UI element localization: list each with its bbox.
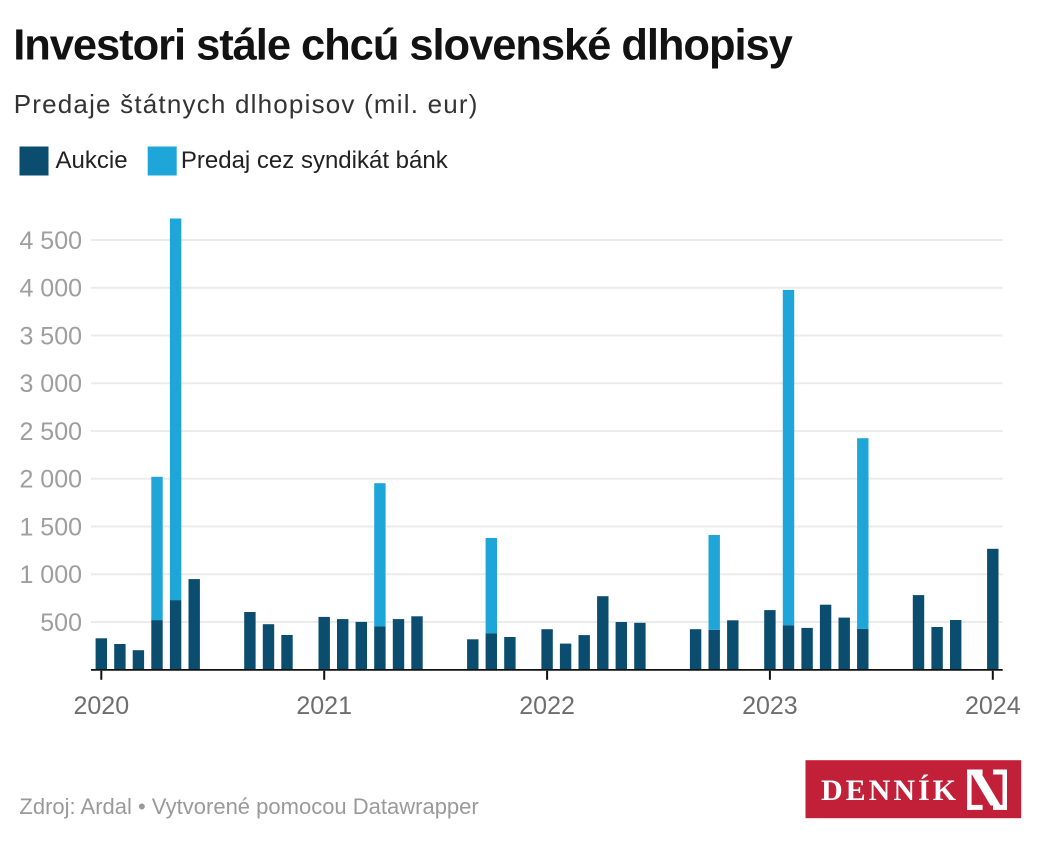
svg-text:Aukcie: Aukcie — [56, 147, 128, 174]
svg-text:3 500: 3 500 — [19, 322, 82, 350]
svg-text:3 000: 3 000 — [19, 370, 82, 398]
svg-text:Predaj cez syndikát bánk: Predaj cez syndikát bánk — [181, 147, 449, 174]
svg-text:2020: 2020 — [73, 692, 129, 720]
svg-text:4 500: 4 500 — [19, 227, 82, 255]
svg-text:2023: 2023 — [742, 692, 798, 720]
svg-text:2024: 2024 — [965, 692, 1021, 720]
svg-text:500: 500 — [40, 609, 82, 637]
svg-text:1 000: 1 000 — [19, 561, 82, 589]
svg-text:1 500: 1 500 — [19, 513, 82, 541]
svg-text:2 000: 2 000 — [19, 466, 82, 494]
svg-text:Predaje štátnych dlhopisov (mi: Predaje štátnych dlhopisov (mil. eur) — [14, 89, 479, 119]
svg-text:Investori stále chcú slovenské: Investori stále chcú slovenské dlhopisy — [13, 22, 792, 70]
svg-text:2 500: 2 500 — [19, 418, 82, 446]
svg-text:2021: 2021 — [296, 692, 352, 720]
svg-text:4 000: 4 000 — [19, 275, 82, 303]
svg-text:Zdroj: Ardal • Vytvorené pomoc: Zdroj: Ardal • Vytvorené pomocou Datawra… — [19, 794, 478, 819]
svg-text:DENNÍK: DENNÍK — [821, 774, 959, 807]
svg-text:2022: 2022 — [519, 692, 575, 720]
